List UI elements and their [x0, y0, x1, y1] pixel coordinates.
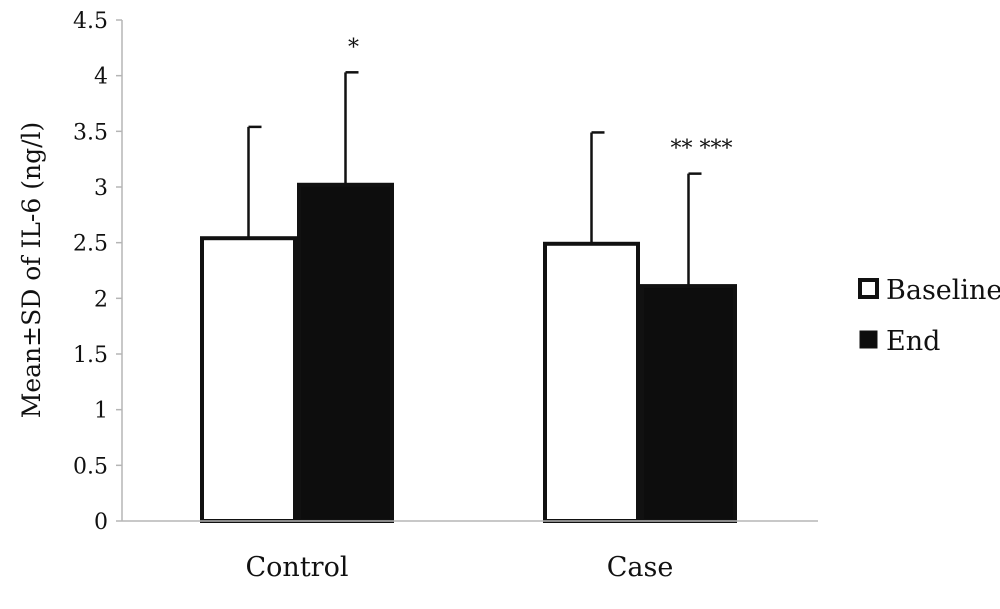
legend-label-end: End	[886, 326, 940, 357]
legend-swatch-baseline	[858, 278, 879, 299]
significance-annotations: * ** ***	[348, 35, 733, 161]
error-bars	[247, 71, 702, 287]
x-axis-category-labels: Control Case	[246, 552, 674, 583]
y-tick-label: 4.5	[73, 9, 108, 34]
y-tick-label: 0.5	[73, 454, 108, 479]
y-tick-label: 2	[94, 287, 108, 312]
legend: Baseline End	[858, 275, 1000, 357]
significance-mark-control: *	[348, 35, 359, 60]
bar-baseline-case	[543, 241, 640, 523]
y-tick-label: 2.5	[73, 232, 108, 257]
x-category-label-case: Case	[607, 552, 674, 583]
bar-end-case	[640, 284, 737, 523]
y-axis-title: Mean±SD of IL-6 (ng/l)	[17, 122, 46, 419]
significance-mark-case: ** ***	[671, 137, 733, 162]
y-tick-label: 1	[94, 399, 108, 424]
y-tick-label: 0	[94, 510, 108, 535]
legend-swatch-end	[859, 330, 878, 349]
legend-label-baseline: Baseline	[886, 275, 1000, 306]
y-tick-label: 3.5	[73, 120, 108, 145]
bar-end-control	[297, 182, 394, 523]
y-tick-label: 1.5	[73, 343, 108, 368]
y-tick-label: 4	[94, 65, 108, 90]
y-axis-ticks: 0 0.5 1 1.5 2 2.5 3 3.5 4 4.5	[73, 9, 122, 535]
bars	[200, 182, 737, 523]
bar-baseline-control	[200, 236, 297, 523]
y-tick-label: 3	[94, 176, 108, 201]
x-category-label-control: Control	[246, 552, 349, 583]
